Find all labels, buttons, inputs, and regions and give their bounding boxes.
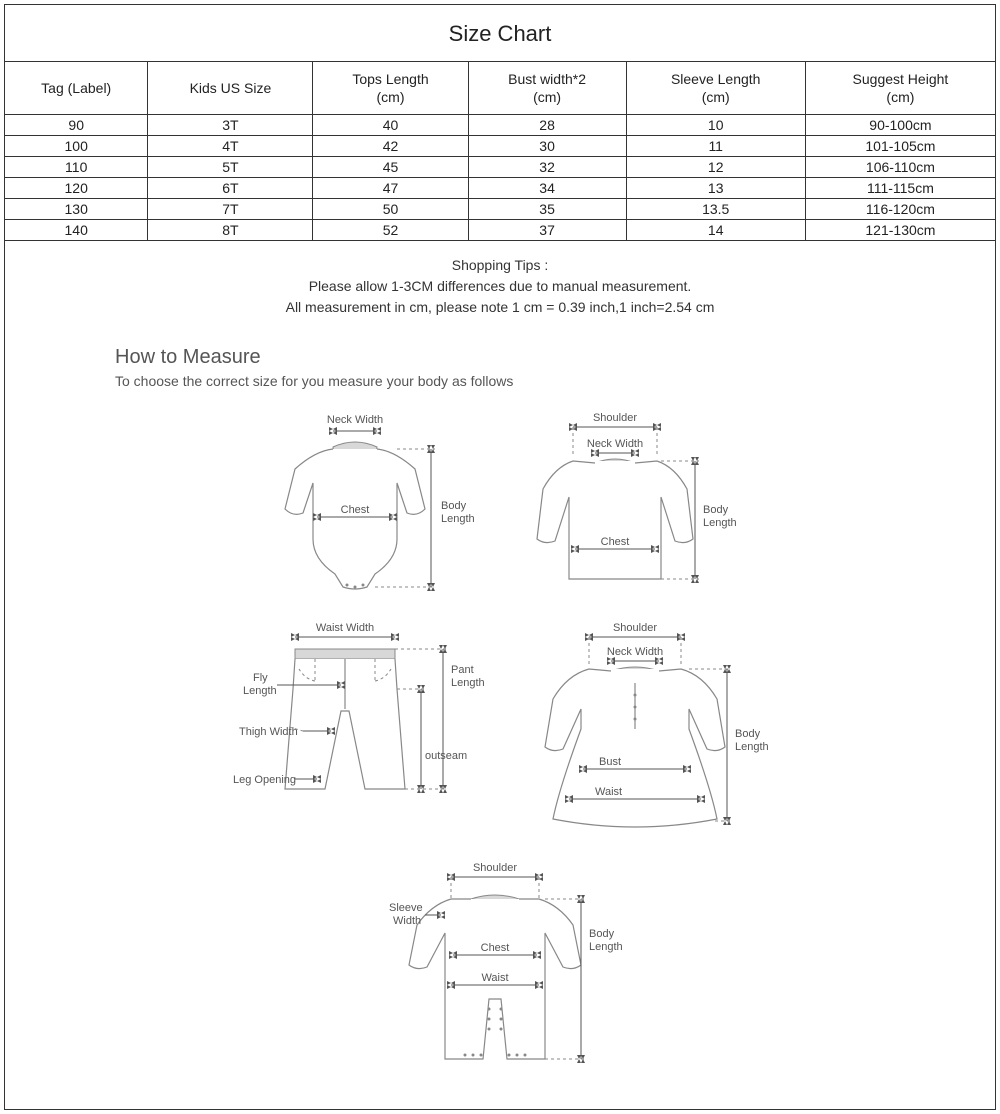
label-body-length-1b: Length bbox=[441, 513, 475, 525]
label-chest: Chest bbox=[341, 504, 370, 516]
tips-line-1: Please allow 1-3CM differences due to ma… bbox=[309, 278, 692, 294]
table-row: 1408T523714121-130cm bbox=[5, 220, 995, 241]
table-cell: 3T bbox=[148, 115, 313, 136]
table-cell: 106-110cm bbox=[805, 157, 995, 178]
label-body-length-4a: Body bbox=[589, 928, 615, 940]
table-cell: 13.5 bbox=[626, 199, 805, 220]
label-body-length-2a: Body bbox=[703, 504, 729, 516]
table-cell: 52 bbox=[313, 220, 468, 241]
table-header-cell: Suggest Height(cm) bbox=[805, 62, 995, 115]
label-chest-2: Chest bbox=[601, 536, 630, 548]
table-header-row: Tag (Label)Kids US SizeTops Length(cm)Bu… bbox=[5, 62, 995, 115]
table-cell: 34 bbox=[468, 178, 626, 199]
table-row: 903T40281090-100cm bbox=[5, 115, 995, 136]
label-outseam: outseam bbox=[425, 750, 467, 762]
label-pant-length-b: Length bbox=[451, 677, 485, 689]
label-shoulder-3: Shoulder bbox=[613, 622, 657, 634]
tips-line-2: All measurement in cm, please note 1 cm … bbox=[286, 299, 715, 315]
label-pant-length-a: Pant bbox=[451, 664, 474, 676]
diagram-pants: Waist Width Fly Length Thigh Width Leg O… bbox=[225, 619, 485, 819]
howto-title: How to Measure bbox=[115, 346, 885, 369]
label-shoulder-4: Shoulder bbox=[473, 862, 517, 874]
table-header-cell: Tops Length(cm) bbox=[313, 62, 468, 115]
diagram-sweater: Shoulder Neck Width Chest Body Length bbox=[515, 409, 745, 609]
table-cell: 111-115cm bbox=[805, 178, 995, 199]
table-cell: 120 bbox=[5, 178, 148, 199]
label-sleeve-a: Sleeve bbox=[389, 902, 423, 914]
table-header-cell: Kids US Size bbox=[148, 62, 313, 115]
table-cell: 6T bbox=[148, 178, 313, 199]
table-cell: 4T bbox=[148, 136, 313, 157]
label-waist-width: Waist Width bbox=[316, 622, 374, 634]
label-neck-width-2: Neck Width bbox=[587, 438, 643, 450]
table-cell: 140 bbox=[5, 220, 148, 241]
label-body-length-3a: Body bbox=[735, 728, 761, 740]
table-cell: 37 bbox=[468, 220, 626, 241]
how-to-measure-section: How to Measure To choose the correct siz… bbox=[5, 328, 995, 1109]
table-row: 1004T423011101-105cm bbox=[5, 136, 995, 157]
table-cell: 116-120cm bbox=[805, 199, 995, 220]
table-cell: 100 bbox=[5, 136, 148, 157]
label-thigh-width: Thigh Width bbox=[239, 726, 298, 738]
label-chest-4: Chest bbox=[481, 942, 510, 954]
table-cell: 40 bbox=[313, 115, 468, 136]
table-cell: 8T bbox=[148, 220, 313, 241]
table-header-cell: Sleeve Length(cm) bbox=[626, 62, 805, 115]
table-header-cell: Bust width*2(cm) bbox=[468, 62, 626, 115]
label-fly-b: Length bbox=[243, 685, 277, 697]
table-row: 1105T453212106-110cm bbox=[5, 157, 995, 178]
table-cell: 50 bbox=[313, 199, 468, 220]
label-waist: Waist bbox=[595, 786, 622, 798]
table-cell: 101-105cm bbox=[805, 136, 995, 157]
label-sleeve-b: Width bbox=[393, 915, 421, 927]
table-row: 1206T473413111-115cm bbox=[5, 178, 995, 199]
label-bust: Bust bbox=[599, 756, 621, 768]
diagram-grid: Neck Width Chest Body Length Shoulder Ne… bbox=[115, 409, 885, 1089]
label-leg-opening: Leg Opening bbox=[233, 774, 296, 786]
size-chart-container: Size Chart Tag (Label)Kids US SizeTops L… bbox=[4, 4, 996, 1110]
table-cell: 45 bbox=[313, 157, 468, 178]
label-neck-width: Neck Width bbox=[327, 414, 383, 426]
table-cell: 130 bbox=[5, 199, 148, 220]
table-cell: 35 bbox=[468, 199, 626, 220]
diagram-dress: Shoulder Neck Width Bust Waist Body Leng… bbox=[515, 619, 775, 849]
table-body: 903T40281090-100cm1004T423011101-105cm11… bbox=[5, 115, 995, 241]
table-header-cell: Tag (Label) bbox=[5, 62, 148, 115]
table-cell: 90-100cm bbox=[805, 115, 995, 136]
table-cell: 32 bbox=[468, 157, 626, 178]
table-cell: 7T bbox=[148, 199, 313, 220]
label-body-length-3b: Length bbox=[735, 741, 769, 753]
table-cell: 28 bbox=[468, 115, 626, 136]
label-body-length-1a: Body bbox=[441, 500, 467, 512]
table-cell: 13 bbox=[626, 178, 805, 199]
howto-subtitle: To choose the correct size for you measu… bbox=[115, 373, 885, 389]
chart-title: Size Chart bbox=[5, 5, 995, 62]
table-cell: 110 bbox=[5, 157, 148, 178]
label-neck-width-3: Neck Width bbox=[607, 646, 663, 658]
table-cell: 14 bbox=[626, 220, 805, 241]
table-cell: 11 bbox=[626, 136, 805, 157]
table-cell: 10 bbox=[626, 115, 805, 136]
table-cell: 90 bbox=[5, 115, 148, 136]
table-cell: 30 bbox=[468, 136, 626, 157]
label-shoulder: Shoulder bbox=[593, 412, 637, 424]
table-cell: 42 bbox=[313, 136, 468, 157]
table-cell: 12 bbox=[626, 157, 805, 178]
label-fly-a: Fly bbox=[253, 672, 268, 684]
table-cell: 121-130cm bbox=[805, 220, 995, 241]
table-cell: 5T bbox=[148, 157, 313, 178]
shopping-tips: Shopping Tips : Please allow 1-3CM diffe… bbox=[5, 241, 995, 328]
table-cell: 47 bbox=[313, 178, 468, 199]
table-row: 1307T503513.5116-120cm bbox=[5, 199, 995, 220]
diagram-jumpsuit: Shoulder Sleeve Width Chest Waist bbox=[375, 859, 625, 1089]
label-body-length-2b: Length bbox=[703, 517, 737, 529]
tips-heading: Shopping Tips : bbox=[452, 257, 549, 273]
size-table: Tag (Label)Kids US SizeTops Length(cm)Bu… bbox=[5, 62, 995, 241]
label-waist-4: Waist bbox=[481, 972, 508, 984]
diagram-onesie: Neck Width Chest Body Length bbox=[255, 409, 485, 609]
label-body-length-4b: Length bbox=[589, 941, 623, 953]
